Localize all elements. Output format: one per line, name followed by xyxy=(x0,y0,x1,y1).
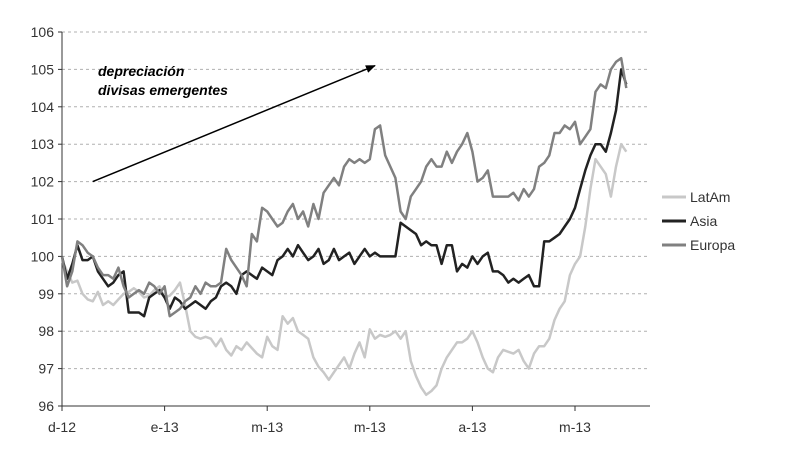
y-tick-label: 100 xyxy=(31,248,55,264)
x-tick-label: m-13 xyxy=(251,419,283,435)
series-line-asia xyxy=(60,68,628,318)
y-tick-label: 104 xyxy=(31,99,55,115)
gridlines xyxy=(62,31,650,370)
series-line-europa xyxy=(60,56,628,318)
annotation-arrow xyxy=(92,64,376,183)
legend: LatAm Asia Europa xyxy=(662,189,735,253)
y-tick-label: 99 xyxy=(38,286,54,302)
legend-label-europa: Europa xyxy=(690,237,735,253)
y-tick-label: 103 xyxy=(31,136,55,152)
x-tick-label: m-13 xyxy=(559,419,591,435)
legend-label-latam: LatAm xyxy=(690,189,730,205)
annotation-line-2: divisas emergentes xyxy=(98,82,228,98)
x-tick-label: a-13 xyxy=(458,419,486,435)
y-tick-label: 106 xyxy=(31,24,55,40)
x-tick-label: d-12 xyxy=(48,419,76,435)
y-tick-label: 97 xyxy=(38,361,54,377)
x-tick-label: m-13 xyxy=(354,419,386,435)
annotation: depreciación divisas emergentes xyxy=(92,63,376,183)
y-tick-label: 96 xyxy=(38,398,54,414)
x-ticks: d-12 e-13 m-13 m-13 a-13 m-13 xyxy=(48,406,591,435)
y-tick-label: 101 xyxy=(31,211,55,227)
x-tick-label: e-13 xyxy=(151,419,179,435)
series-lines xyxy=(60,56,628,397)
y-ticks: 96 97 98 99 100 101 102 103 104 105 106 xyxy=(31,24,62,414)
legend-label-asia: Asia xyxy=(690,213,717,229)
y-tick-label: 102 xyxy=(31,174,55,190)
y-tick-label: 98 xyxy=(38,323,54,339)
y-tick-label: 105 xyxy=(31,61,55,77)
annotation-line-1: depreciación xyxy=(98,63,184,79)
